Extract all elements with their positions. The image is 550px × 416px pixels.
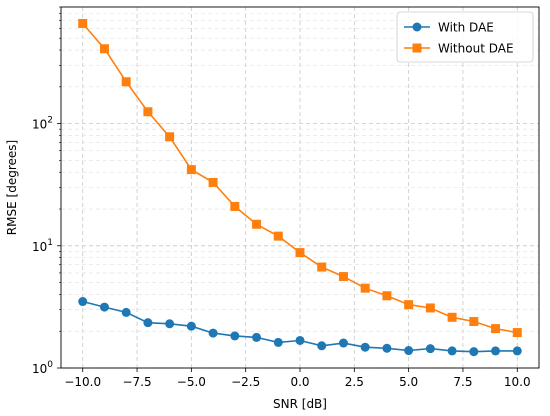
data-point <box>404 346 414 356</box>
y-tick-label: 101 <box>32 238 53 254</box>
data-point <box>230 331 240 341</box>
data-point <box>360 283 370 293</box>
data-point <box>360 342 370 352</box>
data-point <box>382 343 392 353</box>
y-tick-label: 102 <box>32 116 53 132</box>
data-point <box>143 107 153 117</box>
data-point <box>317 341 327 351</box>
data-point <box>121 307 131 317</box>
data-point <box>469 317 479 327</box>
data-point <box>99 302 109 312</box>
x-axis-title: SNR [dB] <box>273 397 327 411</box>
legend-label: With DAE <box>438 21 494 35</box>
data-point <box>230 201 240 211</box>
data-point <box>186 321 196 331</box>
data-point <box>447 346 457 356</box>
data-point <box>252 219 262 229</box>
legend: With DAE Without DAE <box>396 11 534 63</box>
data-point <box>186 165 196 175</box>
data-point <box>425 344 435 354</box>
x-tick-label: −2.5 <box>231 375 260 389</box>
data-point <box>295 248 305 258</box>
data-point <box>78 297 88 307</box>
data-point <box>208 177 218 187</box>
data-point <box>425 303 435 313</box>
data-point <box>469 347 479 357</box>
x-tick-label: −7.5 <box>122 375 151 389</box>
y-tick-label: 100 <box>32 360 53 376</box>
data-point <box>491 346 501 356</box>
data-point <box>99 44 109 54</box>
x-tick-label: 10.0 <box>504 375 531 389</box>
data-point <box>121 77 131 87</box>
x-tick-label: −5.0 <box>177 375 206 389</box>
data-point <box>447 312 457 322</box>
data-point <box>512 346 522 356</box>
data-point <box>382 291 392 301</box>
data-point <box>491 324 501 334</box>
data-point <box>338 272 348 282</box>
data-point <box>165 132 175 142</box>
legend-marker <box>412 43 422 53</box>
legend-label: Without DAE <box>438 42 514 56</box>
x-tick-label: 5.0 <box>399 375 418 389</box>
data-point <box>143 318 153 328</box>
legend-entry: With DAE <box>404 21 494 35</box>
data-point <box>295 335 305 345</box>
legend-entry: Without DAE <box>404 42 514 56</box>
x-tick-label: 2.5 <box>345 375 364 389</box>
series-layer <box>78 18 522 357</box>
x-tick-label: 0.0 <box>290 375 309 389</box>
data-point <box>317 262 327 272</box>
data-point <box>252 332 262 342</box>
legend-marker <box>412 22 422 32</box>
series-with-dae <box>78 297 522 357</box>
data-point <box>338 338 348 348</box>
legend-box <box>396 11 534 63</box>
axis-ticks: −10.0 −7.5 −5.0 −2.5 0.0 2.5 5.0 7.5 10.0 100 101 1… <box>32 6 531 389</box>
data-point <box>512 328 522 338</box>
data-point <box>273 337 283 347</box>
data-point <box>273 231 283 241</box>
series-without-dae <box>78 18 522 338</box>
y-axis-title: RMSE [degrees] <box>5 140 19 235</box>
x-tick-label: −10.0 <box>64 375 101 389</box>
data-point <box>165 319 175 329</box>
data-point <box>78 18 88 28</box>
x-tick-label: 7.5 <box>453 375 472 389</box>
data-point <box>404 300 414 310</box>
data-point <box>208 328 218 338</box>
